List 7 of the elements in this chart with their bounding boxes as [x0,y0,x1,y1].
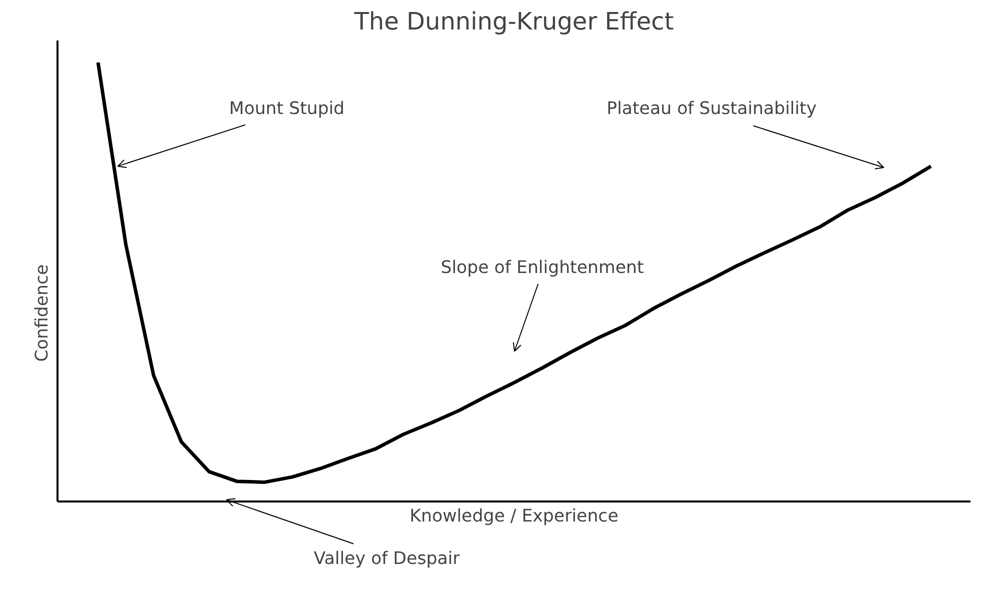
annotation: Plateau of Sustainability [606,99,817,120]
annotation: Slope of Enlightenment [440,258,644,278]
y-axis-title: Confidence [32,264,52,362]
x-axis-title: Knowledge / Experience [410,506,618,526]
text: Valley of Despair [314,549,461,570]
chart-title: The Dunning-Kruger Effect [353,8,674,36]
annotation: Mount Stupid [229,99,345,120]
